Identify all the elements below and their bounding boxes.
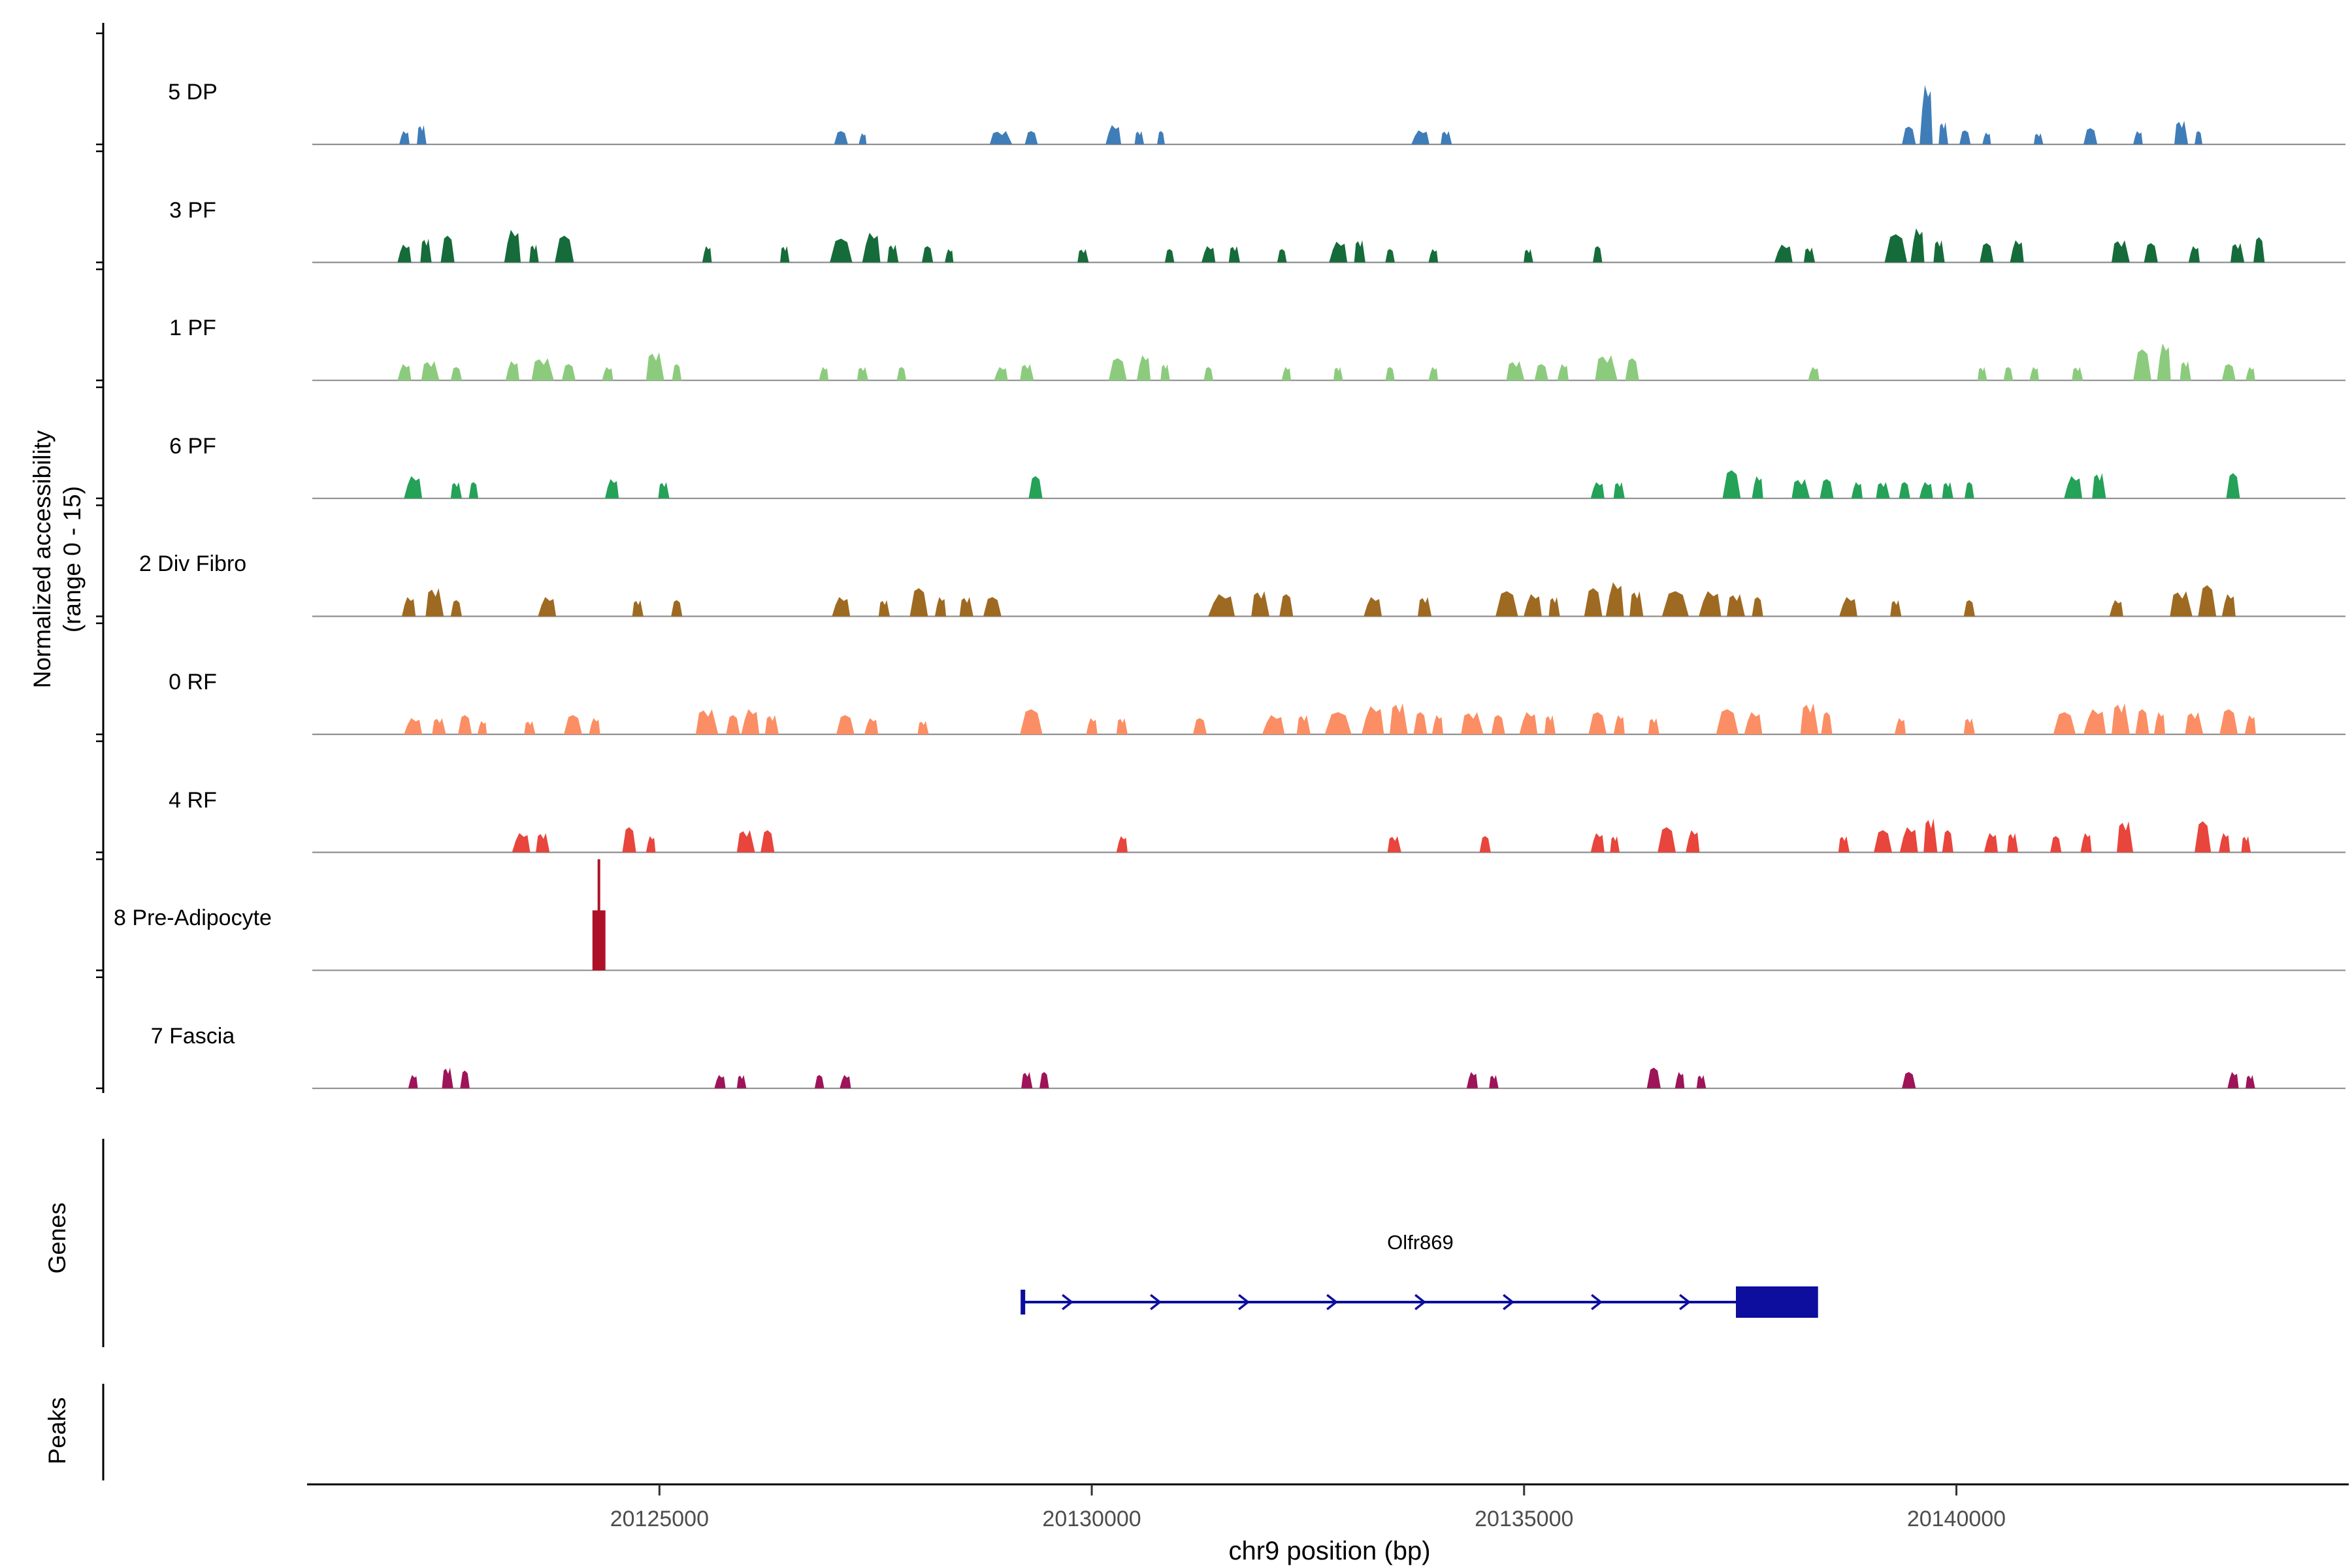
x-axis-tick-label: 20140000 xyxy=(1907,1507,2006,1531)
track-label-3-pf: 3 PF xyxy=(169,197,216,223)
track-label-0-rf: 0 RF xyxy=(169,670,217,694)
signal-path xyxy=(404,703,2256,734)
track-signal-4-rf xyxy=(512,818,2251,853)
track-label-6-pf: 6 PF xyxy=(169,433,216,459)
signal-path xyxy=(512,818,2251,853)
gene-name-label: Olfr869 xyxy=(1387,1231,1454,1254)
signal-path xyxy=(402,582,2236,617)
spike-peak-line xyxy=(597,859,600,971)
track-signal-2-div-fibro xyxy=(402,582,2236,617)
gene-direction-arrow xyxy=(1503,1294,1515,1311)
track-signal-5-dp xyxy=(399,85,2202,144)
gene-direction-arrow xyxy=(1150,1294,1162,1311)
track-label-2-div-fibro: 2 Div Fibro xyxy=(139,551,247,577)
gene-direction-arrow xyxy=(1326,1294,1339,1311)
gene-direction-arrow xyxy=(1062,1294,1074,1311)
signal-path xyxy=(397,343,2255,381)
gene-direction-arrow xyxy=(1591,1294,1603,1311)
track-signal-0-rf xyxy=(404,703,2256,734)
signal-path xyxy=(404,470,2240,498)
signal-path xyxy=(399,85,2202,144)
signal-path xyxy=(397,228,2265,263)
track-signal-3-pf xyxy=(397,228,2265,263)
peaks-section-label: Peaks xyxy=(44,1397,71,1465)
x-axis-tick-label: 20135000 xyxy=(1475,1507,1573,1531)
track-signal-1-pf xyxy=(397,343,2255,381)
gene-direction-arrow xyxy=(1414,1294,1427,1311)
gene-exon-box xyxy=(1736,1286,1818,1318)
gene-direction-arrow xyxy=(1238,1294,1250,1311)
x-axis-tick-label: 20125000 xyxy=(610,1507,709,1531)
genes-section-label: Genes xyxy=(44,1202,71,1274)
gene-direction-arrow xyxy=(1679,1294,1691,1311)
track-label-8-pre-adipocyte: 8 Pre-Adipocyte xyxy=(114,906,272,931)
track-signal-6-pf xyxy=(404,470,2240,498)
track-label-1-pf: 1 PF xyxy=(169,316,216,341)
gene-start-exon xyxy=(1021,1290,1026,1315)
x-axis-tick-label: 20130000 xyxy=(1042,1507,1141,1531)
signal-path xyxy=(408,1068,2255,1088)
track-signal-8-pre-adipocyte xyxy=(592,859,606,971)
track-signal-7-fascia xyxy=(408,1068,2255,1088)
y-axis-title-line1: Normalized accessibility xyxy=(29,430,56,689)
track-label-7-fascia: 7 Fascia xyxy=(150,1023,235,1049)
gene-model-olfr869: Olfr869 xyxy=(1021,1231,1818,1318)
track-label-5-dp: 5 DP xyxy=(168,80,218,105)
track-label-4-rf: 4 RF xyxy=(169,787,217,813)
x-axis-title: chr9 position (bp) xyxy=(1228,1537,1431,1565)
